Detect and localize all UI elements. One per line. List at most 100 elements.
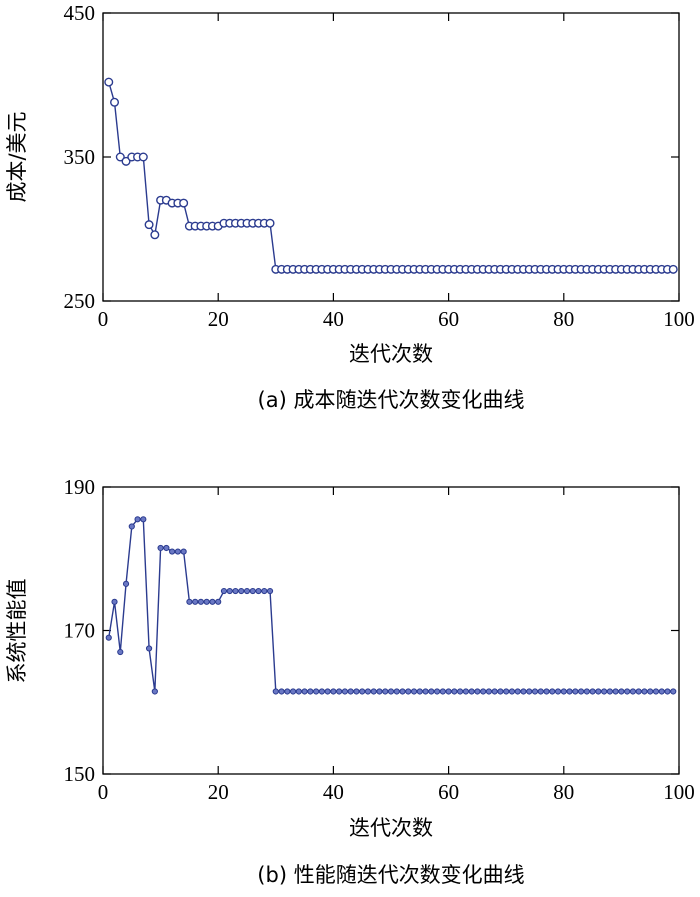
- data-point: [474, 688, 481, 695]
- data-point: [284, 688, 291, 695]
- data-point: [192, 598, 199, 605]
- x-tick-label: 80: [553, 307, 574, 331]
- x-tick-label: 20: [208, 780, 229, 804]
- data-point: [606, 688, 613, 695]
- data-point: [255, 587, 262, 595]
- data-point: [265, 218, 275, 228]
- x-tick-label: 20: [208, 307, 229, 331]
- data-point: [445, 688, 452, 695]
- data-point: [641, 688, 648, 695]
- data-point: [422, 688, 429, 695]
- x-axis-label: 迭代次数: [349, 342, 433, 366]
- data-point: [145, 645, 153, 652]
- data-point: [514, 688, 521, 695]
- data-point: [128, 523, 135, 530]
- data-point: [485, 688, 493, 695]
- tick-marks: [102, 486, 680, 775]
- data-point: [433, 688, 441, 695]
- data-point: [376, 688, 383, 695]
- data-point: [387, 688, 395, 695]
- data-point: [353, 688, 360, 695]
- data-point: [583, 688, 590, 695]
- data-point: [157, 544, 164, 552]
- cost-series-markers: [104, 77, 678, 274]
- tick-marks: [102, 12, 680, 302]
- x-tick-label: 0: [98, 780, 109, 804]
- data-point: [313, 688, 320, 695]
- data-point: [341, 688, 349, 695]
- x-tick-label: 40: [323, 307, 344, 331]
- data-point: [169, 548, 176, 555]
- data-point: [278, 688, 285, 695]
- data-point: [577, 688, 585, 695]
- x-tick-label: 40: [323, 780, 344, 804]
- x-tick-label: 100: [663, 307, 695, 331]
- data-point: [668, 264, 678, 274]
- data-point: [163, 544, 170, 552]
- data-point: [566, 688, 573, 695]
- performance-series-markers: [105, 516, 677, 695]
- data-point: [117, 648, 124, 656]
- data-point: [410, 688, 418, 695]
- data-point: [121, 156, 131, 166]
- x-tick-label: 60: [438, 780, 459, 804]
- data-point: [104, 77, 114, 87]
- data-point: [629, 688, 637, 695]
- data-point: [226, 587, 233, 595]
- data-point: [647, 688, 654, 695]
- data-point: [382, 688, 389, 695]
- y-tick-label: 170: [64, 619, 96, 643]
- data-point: [174, 548, 181, 555]
- data-point: [150, 230, 160, 240]
- tick-labels: 0 20 40 60 80 100 150 170 190: [64, 475, 695, 804]
- data-point: [336, 688, 343, 695]
- data-point: [624, 688, 631, 695]
- data-point: [664, 688, 671, 695]
- data-point: [439, 688, 446, 695]
- series-line: [108, 81, 674, 271]
- y-tick-label: 150: [64, 762, 96, 786]
- data-point: [295, 688, 302, 695]
- data-point: [180, 548, 187, 555]
- data-point: [272, 688, 279, 695]
- performance-chart-panel: 0 20 40 60 80 100 150 170 190 迭代次数 系统性能值 (b) 性能随…: [5, 475, 695, 887]
- data-point: [359, 688, 366, 695]
- plot-frame: [102, 486, 680, 775]
- data-point: [307, 688, 314, 695]
- data-point: [144, 220, 154, 230]
- data-point: [554, 688, 562, 695]
- data-point: [301, 688, 308, 695]
- data-point: [197, 598, 205, 605]
- data-point: [151, 688, 158, 695]
- data-point: [203, 598, 210, 605]
- data-point: [635, 688, 642, 695]
- data-point: [549, 688, 556, 695]
- data-point: [526, 688, 533, 695]
- series-line: [108, 518, 674, 693]
- data-point: [491, 688, 498, 695]
- data-point: [468, 688, 475, 695]
- data-point: [140, 516, 147, 523]
- data-point: [658, 688, 665, 695]
- y-tick-label: 450: [64, 1, 96, 25]
- cost-chart-panel: 0 20 40 60 80 100 250 350 450 迭代次数 成本/美元 (a) 成本随…: [5, 1, 695, 412]
- data-point: [261, 587, 268, 595]
- data-point: [370, 688, 377, 695]
- data-point: [318, 688, 325, 695]
- data-point: [652, 688, 660, 695]
- data-point: [393, 688, 400, 695]
- x-tick-label: 60: [438, 307, 459, 331]
- data-point: [560, 688, 567, 695]
- data-point: [399, 688, 406, 695]
- data-point: [595, 688, 602, 695]
- data-point: [110, 97, 120, 107]
- data-point: [537, 688, 544, 695]
- y-tick-label: 190: [64, 475, 96, 499]
- y-axis-label: 系统性能值: [5, 579, 29, 684]
- data-point: [238, 587, 245, 595]
- data-point: [220, 587, 228, 595]
- data-point: [324, 688, 331, 695]
- performance-series-line: [108, 518, 674, 693]
- data-point: [618, 688, 625, 695]
- data-point: [428, 688, 435, 695]
